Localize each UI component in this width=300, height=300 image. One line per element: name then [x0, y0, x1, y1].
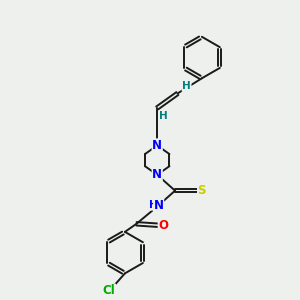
Text: N: N	[152, 139, 162, 152]
Text: N: N	[154, 199, 164, 212]
Text: H: H	[182, 81, 191, 91]
Text: H: H	[149, 200, 158, 210]
Text: H: H	[159, 111, 167, 121]
Text: O: O	[158, 219, 168, 232]
Text: S: S	[198, 184, 206, 197]
Text: N: N	[152, 168, 162, 181]
Text: Cl: Cl	[103, 284, 116, 297]
